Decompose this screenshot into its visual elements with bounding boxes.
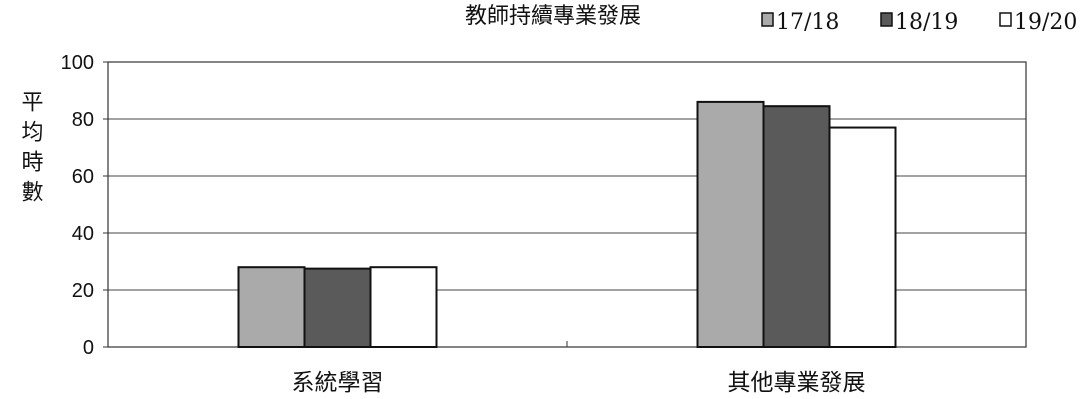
legend-swatch <box>761 12 774 27</box>
y-tick-label: 20 <box>72 280 94 302</box>
y-axis-label: 平均時數 <box>18 90 44 210</box>
bar-18-19-1 <box>762 105 831 348</box>
y-tick-labels: 0 20 40 60 80 100 <box>61 52 94 359</box>
legend-swatch <box>999 12 1012 27</box>
bar-19-20-0 <box>369 266 438 349</box>
y-tick-label: 60 <box>72 166 94 188</box>
legend-label: 17/18 <box>776 10 839 35</box>
legend-label: 18/19 <box>895 10 958 35</box>
x-tick-label: 系統學習 <box>292 370 384 396</box>
y-tick-label: 100 <box>61 52 94 74</box>
y-tick-label: 40 <box>72 223 94 245</box>
chart-title: 教師持續專業發展 <box>465 4 641 29</box>
bar-19-20-1 <box>828 126 897 348</box>
y-tick-label: 0 <box>83 337 94 359</box>
legend: 17/18 18/19 19/20 <box>761 10 1077 35</box>
bars <box>237 100 897 349</box>
bar-17-18-1 <box>696 100 765 349</box>
legend-swatch <box>880 12 893 27</box>
bar-18-19-0 <box>303 267 372 348</box>
x-tick-label: 其他專業發展 <box>728 370 866 396</box>
y-tick-label: 80 <box>72 109 94 131</box>
legend-label: 19/20 <box>1014 10 1077 35</box>
bar-17-18-0 <box>237 266 306 349</box>
x-tick-labels: 系統學習 其他專業發展 <box>292 341 866 396</box>
